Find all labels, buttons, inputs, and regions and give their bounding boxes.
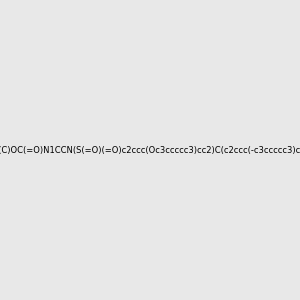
Text: CC(C)(C)OC(=O)N1CCN(S(=O)(=O)c2ccc(Oc3ccccc3)cc2)C(c2ccc(-c3ccccc3)cc2)C1: CC(C)(C)OC(=O)N1CCN(S(=O)(=O)c2ccc(Oc3cc… xyxy=(0,146,300,154)
